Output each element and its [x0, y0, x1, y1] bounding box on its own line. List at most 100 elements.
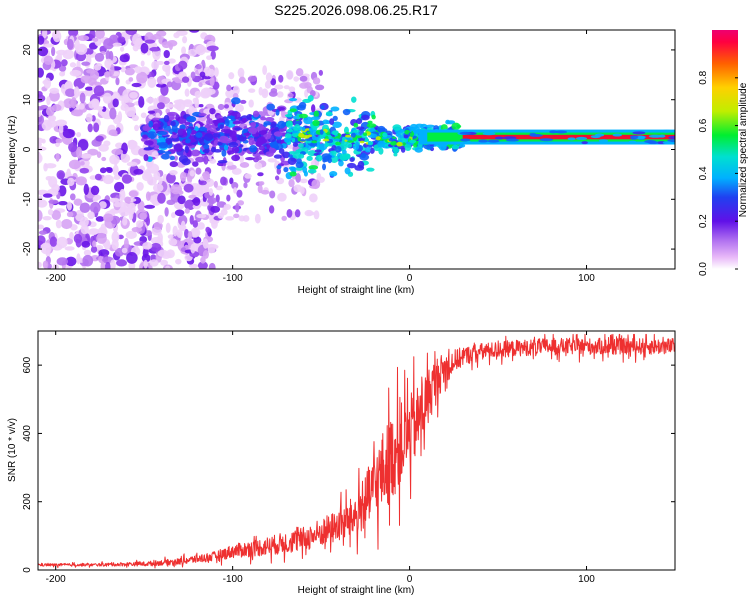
spectrogram-cell [295, 68, 304, 77]
spectrogram-cell [392, 124, 402, 131]
spectrogram-cell [293, 184, 303, 193]
spectrogram-cell [403, 138, 408, 143]
spectrogram-cell [288, 179, 295, 188]
spectrogram-cell [153, 221, 163, 230]
spectrogram-cell [76, 253, 81, 265]
spectrogram-cell [66, 201, 72, 211]
spectrogram-cell [233, 213, 240, 219]
spectrogram-cell [132, 44, 139, 52]
spectrogram-cell [136, 71, 148, 84]
spectrogram-cell [166, 249, 175, 259]
spectrogram-cell [78, 103, 85, 110]
spectrogram-cell [344, 167, 351, 175]
spectrogram-cell [647, 141, 659, 145]
spectrogram-cell [93, 122, 100, 133]
spectrogram-cell [122, 217, 128, 226]
spectrogram-cell [309, 193, 318, 203]
spectrogram-cell [425, 124, 436, 129]
spectrogram-cell [409, 139, 417, 144]
spectrogram-cell [298, 132, 304, 138]
spectrogram-cell [167, 234, 174, 239]
spectrogram-cell [44, 163, 57, 169]
spectrogram-cell [414, 147, 423, 153]
spectrogram-cell [287, 93, 294, 98]
spectrogram-cell [293, 126, 298, 132]
spectrogram-cell [284, 114, 293, 118]
spectrogram-cell [217, 103, 225, 111]
spectrogram-cell [313, 210, 320, 220]
spectrogram-cell [274, 175, 280, 181]
spectrogram-cell [111, 148, 123, 155]
spectrogram-cell [142, 241, 153, 250]
spectrogram-cell [169, 161, 179, 168]
spectrogram-cell [668, 135, 675, 139]
spectrogram-cell [58, 64, 67, 72]
spectrogram-cell [45, 106, 55, 117]
spectrogram-cell [81, 240, 91, 248]
spectrogram-cell [131, 114, 139, 122]
spectrogram-y-tick-label: 20 [22, 44, 33, 56]
spectrogram-cell [67, 177, 75, 187]
spectrogram-cell [94, 52, 105, 62]
spectrogram-cell [173, 155, 179, 161]
spectrogram-cell [660, 129, 673, 133]
snr-x-tick-label: 0 [407, 574, 413, 585]
spectrogram-cell [38, 46, 49, 57]
spectrogram-cell [55, 138, 63, 144]
spectrogram-cell [83, 183, 90, 196]
spectrogram-cell [38, 224, 44, 230]
spectrogram-cell [55, 49, 68, 56]
spectrogram-cell [129, 91, 138, 99]
spectrogram-cell [309, 89, 316, 97]
spectrogram-cell [144, 204, 156, 209]
spectrogram-cell [238, 215, 246, 222]
spectrogram-cell [80, 161, 85, 166]
spectrogram-cell [184, 228, 189, 239]
spectrogram-cell [146, 176, 157, 186]
spectrogram-cell [83, 249, 92, 256]
spectrogram-cell [125, 230, 137, 239]
spectrogram-cell [179, 171, 187, 182]
spectrogram-cell [227, 110, 235, 115]
spectrogram-cell [184, 88, 190, 97]
spectrogram-cell [79, 92, 86, 104]
spectrogram-cell [168, 58, 176, 64]
spectrogram-cell [237, 200, 245, 206]
spectrogram-cell [202, 171, 211, 181]
spectrogram-cell [196, 222, 205, 230]
spectrogram-cell [260, 189, 270, 195]
spectrogram-cell [90, 246, 98, 253]
spectrogram-cell [92, 196, 99, 202]
snr-x-tick-label: -100 [223, 574, 243, 585]
colorbar-tick-label: 0.6 [698, 118, 709, 132]
spectrogram-cell [195, 156, 205, 163]
spectrogram-cell [164, 207, 169, 217]
spectrogram-cell [144, 39, 156, 44]
spectrogram-cell [211, 219, 218, 229]
spectrogram-cell [147, 131, 158, 139]
spectrogram-cell [121, 174, 133, 184]
spectrogram-cell [74, 39, 80, 52]
spectrogram-cell [65, 256, 77, 267]
spectrogram-cell [243, 182, 248, 189]
spectrogram-cell [307, 95, 314, 102]
spectrogram-cell [192, 97, 199, 104]
spectrogram-cell [109, 107, 117, 120]
spectrogram-cell [239, 162, 250, 168]
spectrogram-cell [311, 140, 318, 144]
spectrogram-cell [288, 166, 296, 171]
spectrogram-cell [165, 222, 171, 234]
spectrogram-cell [329, 118, 335, 126]
spectrogram-cell [88, 228, 100, 235]
spectrogram-cell [152, 33, 162, 40]
spectrogram-cell [217, 212, 224, 219]
spectrogram-cell [270, 78, 277, 86]
spectrogram-cell [648, 134, 662, 138]
spectrogram-cell [230, 97, 241, 105]
spectrogram-cell [115, 77, 120, 86]
spectrogram-cell [295, 161, 304, 169]
spectrogram-cell [105, 50, 111, 61]
spectrogram-cell [628, 140, 637, 144]
snr-plot-area [38, 331, 675, 570]
spectrogram-cell [325, 120, 331, 125]
